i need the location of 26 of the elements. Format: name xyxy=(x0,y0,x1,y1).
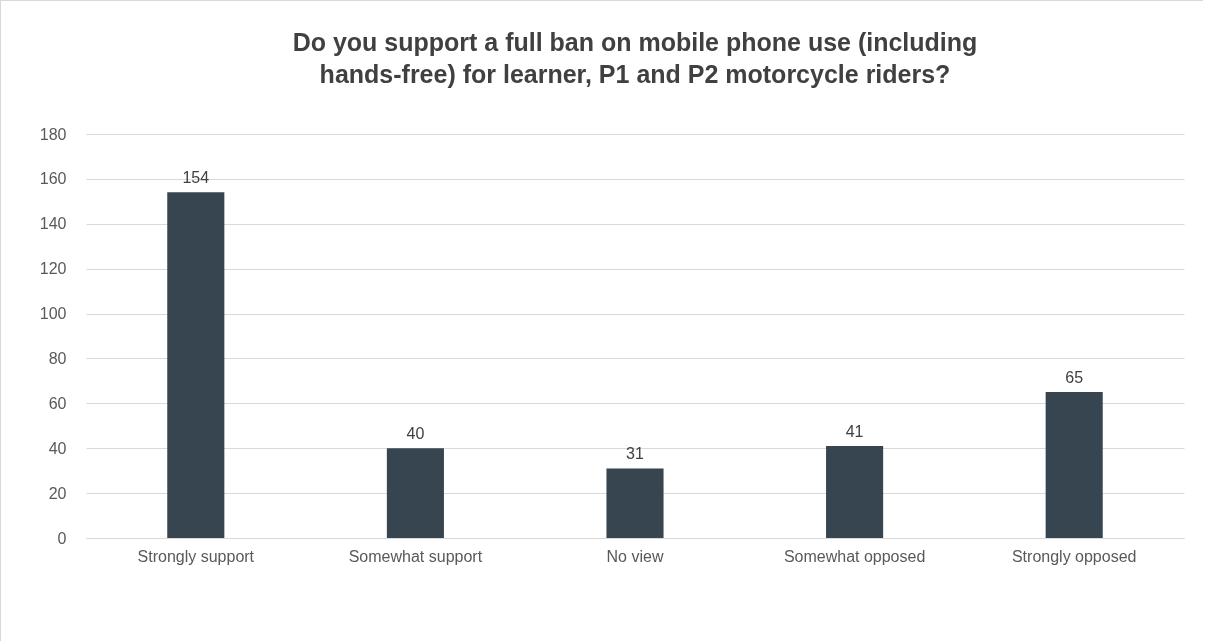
x-tick-label: Strongly opposed xyxy=(1011,547,1137,565)
x-tick-label: Somewhat opposed xyxy=(783,547,926,565)
chart-title: Do you support a full ban on mobile phone use (including hands-free) for learner, P1 and P2 motorcycle riders? xyxy=(292,28,978,88)
y-tick-label: 60 xyxy=(48,394,67,412)
data-label: 41 xyxy=(845,422,864,440)
y-tick-label: 140 xyxy=(39,215,67,233)
x-tick-label: No view xyxy=(606,547,664,565)
data-label: 40 xyxy=(406,425,425,443)
data-label: 31 xyxy=(626,445,644,463)
y-tick-label: 180 xyxy=(39,125,67,143)
y-tick-label: 100 xyxy=(39,305,67,323)
data-label: 65 xyxy=(1065,369,1084,387)
bar xyxy=(1045,392,1103,538)
bar xyxy=(826,445,884,538)
x-tick-label: Strongly support xyxy=(137,547,255,565)
bar xyxy=(606,468,664,538)
bar xyxy=(386,448,444,538)
y-tick-label: 120 xyxy=(39,260,67,278)
bar xyxy=(167,192,225,538)
y-tick-label: 0 xyxy=(57,529,67,547)
y-tick-label: 80 xyxy=(48,349,67,367)
y-tick-label: 160 xyxy=(39,170,67,188)
x-tick-label: Somewhat support xyxy=(348,547,483,565)
data-label: 154 xyxy=(182,169,210,187)
y-tick-label: 20 xyxy=(48,484,67,502)
y-tick-label: 40 xyxy=(48,439,67,457)
